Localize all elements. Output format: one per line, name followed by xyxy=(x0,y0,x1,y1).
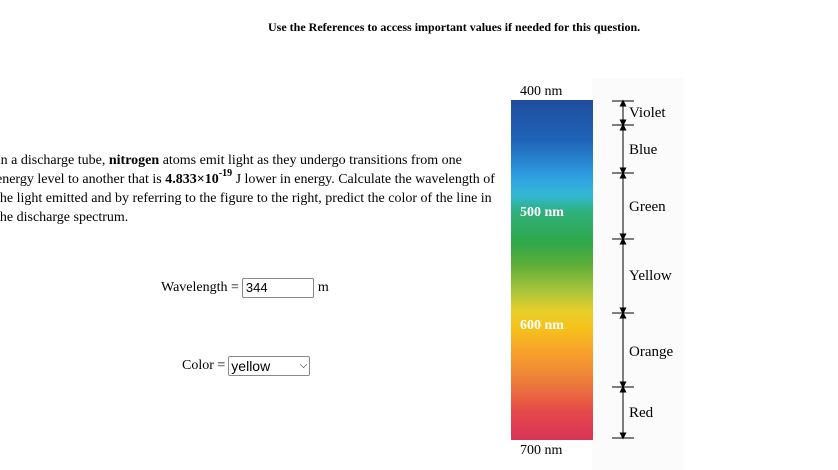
wavelength-row: Wavelength = 344 m xyxy=(161,278,329,298)
color-select[interactable]: yellow ⌵ xyxy=(228,356,311,376)
color-row: Color = yellow ⌵ xyxy=(182,356,311,376)
color-label: Color = xyxy=(182,358,226,373)
wavelength-label: Wavelength = xyxy=(161,280,239,295)
band-yellow: Yellow xyxy=(629,268,672,284)
spectrum-figure-background xyxy=(592,78,684,470)
wavelength-unit: m xyxy=(317,280,329,295)
band-violet: Violet xyxy=(629,105,666,121)
chevron-down-icon: ⌵ xyxy=(299,360,308,371)
tick-600nm: 600 nm xyxy=(520,318,564,333)
color-selected-value: yellow xyxy=(231,358,271,374)
band-orange: Orange xyxy=(629,344,674,360)
tick-500nm: 500 nm xyxy=(520,205,564,220)
wavelength-input[interactable]: 344 xyxy=(241,278,314,298)
band-green: Green xyxy=(629,199,666,215)
band-red: Red xyxy=(629,405,654,421)
tick-700nm: 700 nm xyxy=(520,443,563,458)
tick-400nm: 400 nm xyxy=(520,84,563,99)
question-text: In a discharge tube, nitrogen atoms emit… xyxy=(0,153,495,225)
band-blue: Blue xyxy=(629,142,658,158)
energy-value: 4.833×10-19 xyxy=(165,168,233,187)
instruction-text: Use the References to access important v… xyxy=(268,20,641,34)
element-name: nitrogen xyxy=(108,153,160,168)
visible-spectrum-bar xyxy=(511,100,593,440)
